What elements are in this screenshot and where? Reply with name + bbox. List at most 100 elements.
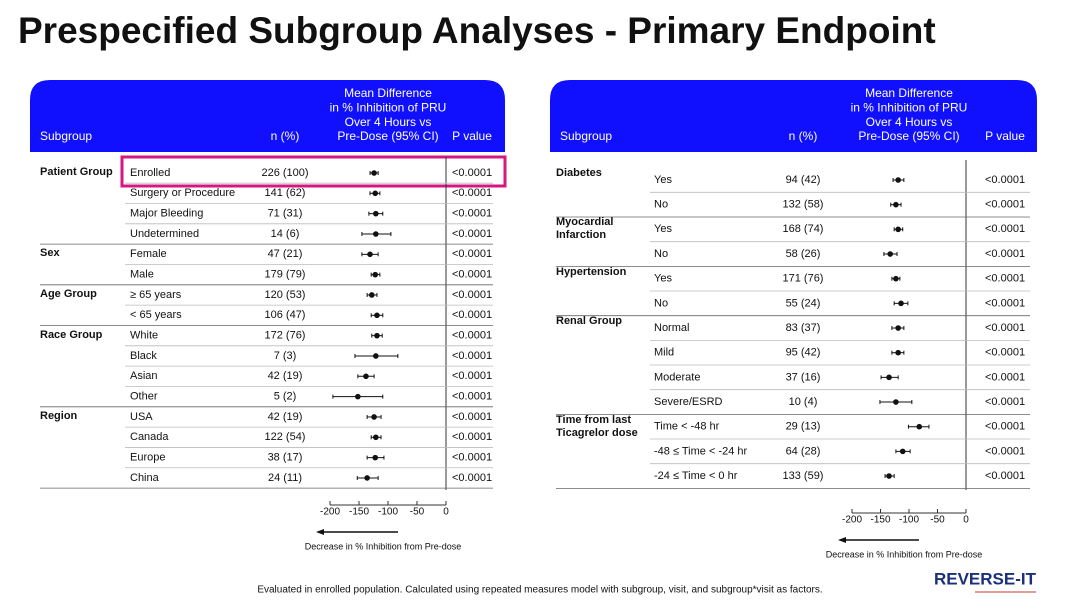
point-estimate xyxy=(893,275,899,282)
point-estimate xyxy=(367,251,373,258)
x-tick-label: -150 xyxy=(870,515,890,526)
header-subgroup: Subgroup xyxy=(560,129,612,143)
group-label: Diabetes xyxy=(556,167,602,179)
row-p: <0.0001 xyxy=(452,411,492,423)
x-tick-label: -200 xyxy=(320,507,340,518)
header-effect: Mean Difference xyxy=(344,86,432,100)
header-n: n (%) xyxy=(271,129,300,143)
highlight-box xyxy=(120,155,507,188)
row-label: Undetermined xyxy=(130,228,199,240)
row-n: 7 (3) xyxy=(274,350,297,362)
point-estimate xyxy=(373,210,379,217)
row-label: < 65 years xyxy=(130,309,182,321)
point-estimate xyxy=(355,393,361,400)
row-p: <0.0001 xyxy=(985,396,1025,408)
row-label: Other xyxy=(130,391,158,403)
header-effect: Mean Difference xyxy=(865,86,953,100)
point-estimate xyxy=(364,475,370,481)
row-label: Black xyxy=(130,350,157,362)
row-label: Canada xyxy=(130,431,169,443)
x-axis-label: Decrease in % Inhibition from Pre-dose xyxy=(305,541,462,551)
point-estimate xyxy=(372,271,379,278)
row-n: 122 (54) xyxy=(265,431,306,443)
x-tick-label: 0 xyxy=(963,515,969,526)
row-n: 64 (28) xyxy=(786,445,821,457)
group-label: Hypertension xyxy=(556,265,627,278)
row-p: <0.0001 xyxy=(452,472,492,484)
header-effect: Pre-Dose (95% CI) xyxy=(337,129,438,143)
header-n: n (%) xyxy=(789,129,818,143)
row-label: No xyxy=(654,248,668,260)
row-label: Normal xyxy=(654,322,689,334)
row-n: 24 (11) xyxy=(268,472,302,484)
row-p: <0.0001 xyxy=(985,470,1025,482)
header-p: P value xyxy=(452,129,492,143)
row-n: 120 (53) xyxy=(265,289,306,301)
x-axis-label: Decrease in % Inhibition from Pre-dose xyxy=(826,549,983,559)
footnote: Evaluated in enrolled population. Calcul… xyxy=(257,585,822,596)
row-label: Major Bleeding xyxy=(130,208,203,220)
row-label: No xyxy=(654,199,668,211)
row-label: Severe/ESRD xyxy=(654,396,723,408)
row-p: <0.0001 xyxy=(452,187,492,199)
row-p: <0.0001 xyxy=(452,431,492,443)
header-effect: Over 4 Hours vs xyxy=(866,115,953,129)
row-p: <0.0001 xyxy=(985,347,1025,359)
row-p: <0.0001 xyxy=(452,309,492,321)
point-estimate xyxy=(363,373,369,380)
row-p: <0.0001 xyxy=(985,445,1025,457)
group-label: Age Group xyxy=(40,287,97,300)
row-label: USA xyxy=(130,411,153,423)
row-p: <0.0001 xyxy=(452,248,492,260)
group-label: Race Group xyxy=(40,328,103,341)
row-p: <0.0001 xyxy=(985,322,1025,334)
direction-arrowhead xyxy=(316,529,324,535)
point-estimate xyxy=(895,325,901,331)
row-p: <0.0001 xyxy=(452,269,492,281)
row-n: 171 (76) xyxy=(783,273,824,285)
row-label: Europe xyxy=(130,452,165,464)
row-p: <0.0001 xyxy=(452,350,492,362)
row-n: 133 (59) xyxy=(783,470,824,482)
point-estimate xyxy=(373,434,379,441)
row-label: Moderate xyxy=(654,371,700,383)
point-estimate xyxy=(895,177,901,183)
group-label: Time from last Ticagrelor dose xyxy=(556,413,638,439)
x-tick-label: -50 xyxy=(410,507,425,518)
row-label: Yes xyxy=(654,223,672,235)
row-n: 226 (100) xyxy=(261,167,308,179)
point-estimate xyxy=(371,414,377,420)
row-p: <0.0001 xyxy=(452,289,492,301)
row-p: <0.0001 xyxy=(985,421,1025,433)
logo: REVERSE-IT xyxy=(934,569,1037,588)
row-p: <0.0001 xyxy=(452,330,492,342)
row-p: <0.0001 xyxy=(452,391,492,403)
header-p: P value xyxy=(985,129,1025,143)
row-n: 14 (6) xyxy=(271,228,300,240)
row-n: 5 (2) xyxy=(274,391,297,403)
row-label: No xyxy=(654,297,668,309)
point-estimate xyxy=(898,300,904,307)
row-n: 37 (16) xyxy=(786,371,821,383)
row-n: 71 (31) xyxy=(268,208,303,220)
row-n: 179 (79) xyxy=(265,269,306,281)
header-effect: in % Inhibition of PRU xyxy=(851,100,968,114)
row-n: 10 (4) xyxy=(789,396,818,408)
row-n: 58 (26) xyxy=(786,248,821,260)
point-estimate xyxy=(893,201,899,208)
row-n: 132 (58) xyxy=(783,199,824,211)
point-estimate xyxy=(374,312,380,319)
row-label: ≥ 65 years xyxy=(130,289,182,301)
group-label: Sex xyxy=(40,247,60,260)
row-n: 106 (47) xyxy=(265,309,306,321)
row-n: 172 (76) xyxy=(265,330,306,342)
row-label: Asian xyxy=(130,370,158,382)
x-tick-label: 0 xyxy=(443,507,449,518)
row-label: -48 ≤ Time < -24 hr xyxy=(654,445,747,457)
row-label: White xyxy=(130,330,158,342)
point-estimate xyxy=(374,332,380,339)
group-label: Myocardial Infarction xyxy=(556,216,614,242)
point-estimate xyxy=(372,454,379,461)
row-label: Time < -48 hr xyxy=(654,421,720,433)
